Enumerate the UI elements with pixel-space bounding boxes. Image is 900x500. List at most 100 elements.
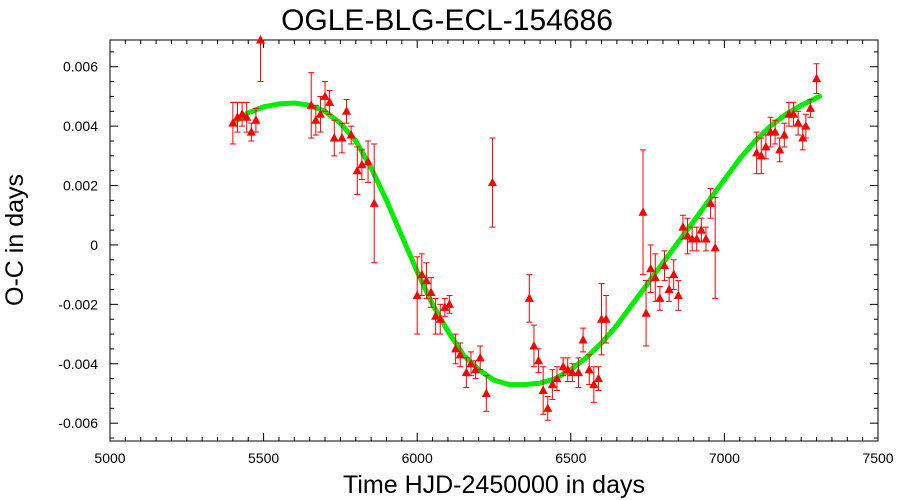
data-point [426, 277, 436, 308]
triangle-marker [538, 385, 548, 395]
data-point [701, 226, 711, 252]
data-point [805, 98, 815, 118]
triangle-marker [487, 177, 497, 187]
data-point [659, 250, 669, 282]
triangle-marker [646, 263, 656, 273]
data-point [655, 286, 665, 311]
triangle-marker [363, 156, 373, 166]
x-tick-label: 5000 [94, 450, 125, 466]
triangle-marker [315, 109, 325, 118]
data-point [638, 149, 648, 276]
data-point [770, 119, 780, 145]
data-point [363, 140, 373, 184]
triangle-marker [650, 272, 660, 282]
triangle-marker [567, 367, 577, 377]
triangle-marker [426, 287, 436, 296]
triangle-marker [352, 165, 362, 175]
triangle-marker [342, 106, 352, 115]
triangle-marker [547, 379, 557, 389]
triangle-marker [455, 349, 465, 359]
triangle-marker [779, 130, 789, 139]
data-point [315, 95, 325, 133]
data-point [683, 217, 693, 255]
triangle-marker [237, 109, 247, 118]
triangle-marker [481, 388, 491, 397]
fit-curve [230, 93, 823, 388]
y-tick-label: -0.002 [58, 296, 98, 312]
data-point [369, 143, 379, 264]
x-tick-label: 7500 [862, 450, 893, 466]
data-point [444, 294, 454, 314]
data-point [346, 125, 356, 145]
triangle-marker [655, 293, 665, 302]
data-point [256, 35, 266, 83]
data-point [329, 119, 339, 157]
triangle-marker [311, 115, 321, 124]
data-point [451, 333, 461, 365]
data-point [487, 137, 497, 228]
triangle-marker [673, 290, 683, 299]
data-point [650, 253, 660, 302]
data-point [538, 366, 548, 415]
data-point [357, 149, 367, 181]
triangle-marker [325, 97, 335, 106]
triangle-marker [475, 352, 485, 362]
data-point [228, 101, 238, 145]
data-point [706, 188, 716, 219]
triangle-marker [701, 234, 711, 243]
data-point [812, 63, 822, 94]
triangle-marker [789, 109, 799, 118]
triangle-marker [584, 364, 594, 374]
triangle-marker [812, 73, 822, 83]
triangle-marker [461, 367, 471, 377]
data-point [789, 101, 799, 127]
data-point [678, 214, 688, 240]
data-point [779, 122, 789, 148]
triangle-marker [558, 361, 568, 371]
data-point [440, 297, 450, 317]
triangle-marker [552, 373, 562, 383]
data-point [471, 360, 481, 380]
data-point [798, 125, 808, 151]
data-point [578, 327, 588, 353]
y-tick-label: 0.004 [63, 118, 98, 134]
data-point [673, 280, 683, 311]
triangle-marker [435, 314, 445, 323]
triangle-marker [678, 222, 688, 231]
x-tick-labels: 5000 5500 6000 6500 7000 7500 [94, 450, 893, 466]
triangle-marker [601, 314, 611, 323]
data-point [646, 244, 656, 293]
triangle-marker [242, 112, 252, 121]
y-tick-labels: -0.006 -0.004 -0.002 0 0.002 0.004 0.006 [58, 59, 98, 431]
x-tick-label: 5500 [248, 450, 279, 466]
triangle-marker [471, 364, 481, 374]
triangle-marker [696, 225, 706, 234]
data-point [421, 262, 431, 299]
data-point [669, 259, 679, 291]
triangle-marker [793, 118, 803, 127]
triangle-marker [578, 335, 588, 344]
triangle-marker [534, 355, 544, 365]
data-point [325, 89, 335, 115]
triangle-marker [228, 118, 238, 127]
data-point [417, 253, 427, 296]
triangle-marker [417, 269, 427, 279]
data-point [547, 369, 557, 400]
data-point [567, 363, 577, 383]
y-tick-label: 0 [90, 237, 98, 253]
data-point [306, 72, 316, 139]
data-point [524, 274, 534, 323]
data-point [710, 196, 720, 299]
data-point [601, 294, 611, 344]
triangle-marker [801, 121, 811, 130]
data-point [793, 110, 803, 136]
data-points-layer [228, 35, 822, 421]
x-tick-label: 7000 [709, 450, 740, 466]
y-tick-label: -0.006 [58, 415, 98, 431]
triangle-marker [543, 403, 553, 412]
y-tick-label: 0.002 [63, 178, 98, 194]
data-point [593, 366, 603, 392]
triangle-marker [251, 115, 261, 124]
y-axis-label: O-C in days [1, 174, 29, 306]
